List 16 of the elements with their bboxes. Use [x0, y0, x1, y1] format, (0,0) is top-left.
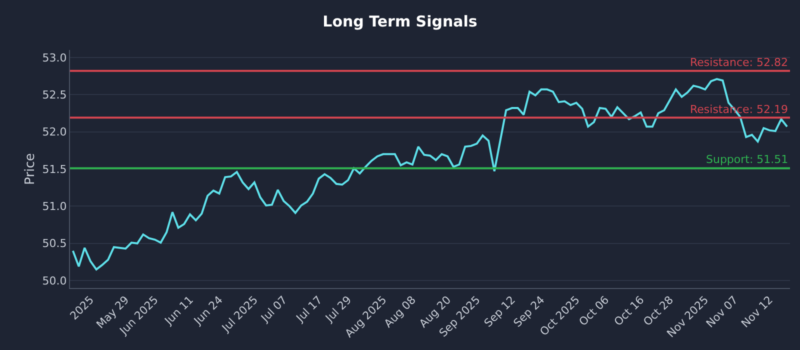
y-tick-label: 52.5: [42, 88, 67, 102]
y-tick-label: 50.5: [42, 237, 67, 250]
x-tick-label: Jul 07: [258, 294, 290, 326]
ref-line-label: Support: 51.51: [706, 153, 788, 166]
y-tick-label: 53.0: [42, 51, 67, 64]
x-tick-label: Jul 29: [322, 294, 354, 326]
y-tick-label: 51.5: [42, 162, 67, 176]
chart-title: Long Term Signals: [322, 12, 478, 30]
y-tick-label: 50.0: [42, 274, 67, 288]
x-tick-label: Jul 17: [293, 294, 325, 326]
x-tick-label: Nov 12: [738, 294, 776, 330]
ref-line-label: Resistance: 52.82: [690, 56, 788, 69]
y-tick-label: 52.0: [42, 126, 67, 139]
y-tick-label: 51.0: [42, 200, 67, 214]
y-axis-title: Price: [23, 153, 38, 185]
line-series: [72, 78, 788, 270]
